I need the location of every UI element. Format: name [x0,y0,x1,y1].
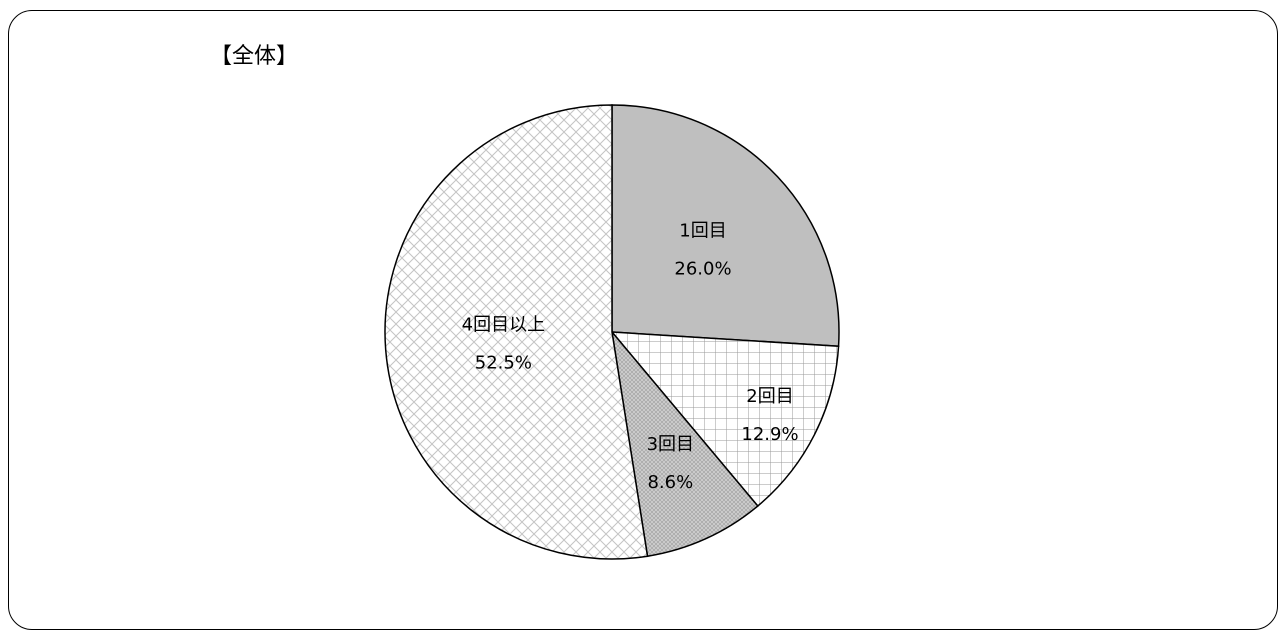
pie-slice [384,104,649,560]
slice-value-label: 52.5% [475,353,532,374]
chart-title: 【全体】 [210,44,299,69]
slice-category-label: 4回目以上 [462,315,545,336]
pie-slice [610,331,840,508]
slice-category-label: 3回目 [647,434,694,455]
slice-category-label: 1回目 [679,221,726,242]
pie-slice [611,104,840,348]
slice-category-label: 2回目 [746,386,793,407]
pie-slice [610,329,759,558]
slice-value-label: 12.9% [741,424,798,445]
slice-value-label: 26.0% [674,259,731,280]
slice-value-label: 8.6% [647,472,693,493]
